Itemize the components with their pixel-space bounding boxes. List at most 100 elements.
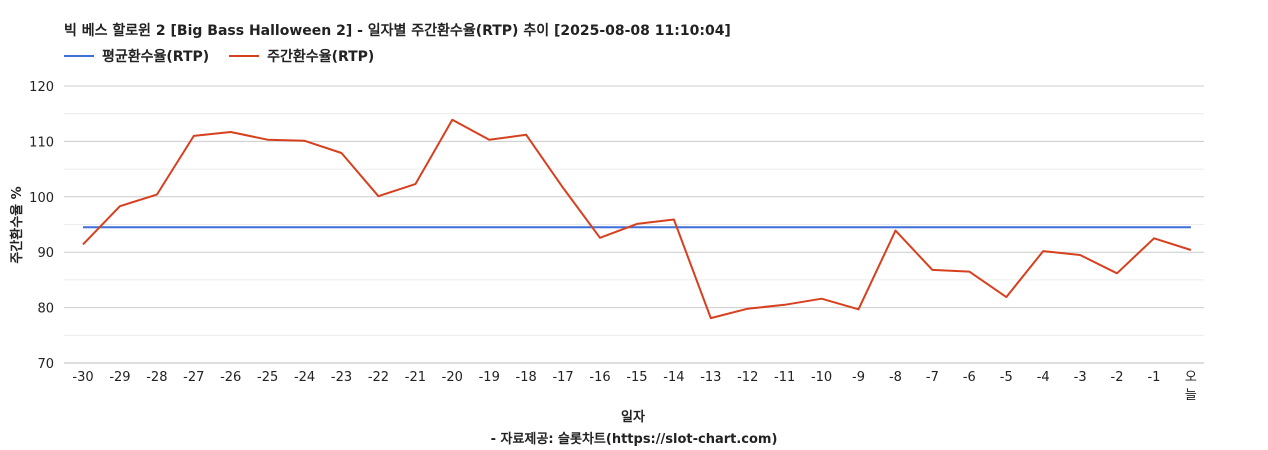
data-point-average[interactable] xyxy=(1037,221,1049,233)
data-point-average[interactable] xyxy=(853,221,865,233)
data-point-average[interactable] xyxy=(742,221,754,233)
data-point-weekly[interactable] xyxy=(336,147,348,159)
data-point-weekly[interactable] xyxy=(1000,291,1012,303)
y-tick-label: 120 xyxy=(29,80,54,95)
x-tick-label: -28 xyxy=(146,370,167,385)
x-tick-label: -22 xyxy=(368,370,389,385)
data-point-weekly[interactable] xyxy=(114,200,126,212)
x-tick-label: -17 xyxy=(552,370,573,385)
data-point-average[interactable] xyxy=(963,221,975,233)
data-point-average[interactable] xyxy=(299,221,311,233)
data-point-average[interactable] xyxy=(225,221,237,233)
series-line-weekly-rtp[interactable] xyxy=(82,118,1192,320)
y-tick-label: 110 xyxy=(29,135,54,150)
x-tick-label: -27 xyxy=(183,370,204,385)
legend-swatch-weekly xyxy=(229,55,260,57)
data-point-average[interactable] xyxy=(114,221,126,233)
data-point-weekly[interactable] xyxy=(1037,245,1049,257)
data-point-average[interactable] xyxy=(446,221,458,233)
data-point-weekly[interactable] xyxy=(816,293,828,305)
data-point-weekly[interactable] xyxy=(668,214,680,226)
x-tick-labels: -30 -29 -28 -27 -26 -25 -24 -23 -22 -21 -20 -19 -18-… xyxy=(72,370,1197,403)
data-point-weekly[interactable] xyxy=(779,299,791,311)
data-point-weekly[interactable] xyxy=(262,134,274,146)
x-tick-label: -14 xyxy=(663,370,684,385)
x-tick-label: -19 xyxy=(479,370,500,385)
x-tick-label: -11 xyxy=(774,370,795,385)
data-point-average[interactable] xyxy=(262,221,274,233)
data-point-average[interactable] xyxy=(336,221,348,233)
data-point-weekly[interactable] xyxy=(889,225,901,237)
data-point-weekly[interactable] xyxy=(409,178,421,190)
y-tick-label: 80 xyxy=(37,302,54,317)
x-tick-label: -5 xyxy=(1000,370,1013,385)
legend: 평균환수율(RTP) 주간환수율(RTP) xyxy=(64,46,374,66)
data-point-average[interactable] xyxy=(151,221,163,233)
x-tick-label: -24 xyxy=(294,370,315,385)
data-point-average[interactable] xyxy=(77,221,89,233)
data-point-average[interactable] xyxy=(520,221,532,233)
data-point-weekly[interactable] xyxy=(594,232,606,244)
x-tick-label: -4 xyxy=(1037,370,1050,385)
legend-item-weekly[interactable]: 주간환수율(RTP) xyxy=(229,46,374,66)
data-point-weekly[interactable] xyxy=(557,182,569,194)
x-tick-label: -30 xyxy=(72,370,93,385)
source-caption: - 자료제공: 슬롯차트(https://slot-chart.com) xyxy=(490,432,778,447)
x-tick-label: -16 xyxy=(589,370,610,385)
data-point-weekly[interactable] xyxy=(1185,244,1197,256)
data-point-average[interactable] xyxy=(1148,221,1160,233)
legend-label-average: 평균환수율(RTP) xyxy=(102,49,210,65)
y-tick-labels: 70 80 90 100 110 120 xyxy=(29,80,54,372)
x-axis-title: 일자 xyxy=(621,410,645,425)
legend-item-average[interactable]: 평균환수율(RTP) xyxy=(64,46,209,66)
data-point-average[interactable] xyxy=(372,221,384,233)
data-point-weekly[interactable] xyxy=(963,266,975,278)
legend-swatch-average xyxy=(64,55,94,57)
data-point-weekly[interactable] xyxy=(299,135,311,147)
y-tick-label: 100 xyxy=(29,191,54,206)
x-tick-label: -3 xyxy=(1074,370,1087,385)
x-tick-label: -12 xyxy=(737,370,758,385)
x-tick-label: -1 xyxy=(1147,370,1160,385)
data-point-weekly[interactable] xyxy=(77,238,89,250)
data-point-weekly[interactable] xyxy=(483,134,495,146)
series-lines xyxy=(77,114,1197,324)
data-point-weekly[interactable] xyxy=(446,114,458,126)
data-point-average[interactable] xyxy=(779,221,791,233)
data-point-average[interactable] xyxy=(1000,221,1012,233)
data-point-average[interactable] xyxy=(1185,221,1197,233)
data-point-average[interactable] xyxy=(188,221,200,233)
data-point-average[interactable] xyxy=(1111,221,1123,233)
x-tick-label: -7 xyxy=(926,370,939,385)
data-point-average[interactable] xyxy=(483,221,495,233)
x-tick-label: -15 xyxy=(626,370,647,385)
x-tick-label: -26 xyxy=(220,370,241,385)
x-tick-label: -21 xyxy=(405,370,426,385)
data-point-average[interactable] xyxy=(1074,221,1086,233)
data-point-weekly[interactable] xyxy=(151,189,163,201)
data-point-weekly[interactable] xyxy=(742,303,754,315)
data-point-average[interactable] xyxy=(409,221,421,233)
data-point-average[interactable] xyxy=(705,221,717,233)
x-tick-label: -20 xyxy=(442,370,463,385)
data-point-weekly[interactable] xyxy=(1111,267,1123,279)
data-point-average[interactable] xyxy=(816,221,828,233)
y-tick-label: 90 xyxy=(37,246,54,261)
x-tick-label: -25 xyxy=(257,370,278,385)
data-point-weekly[interactable] xyxy=(926,264,938,276)
data-point-weekly[interactable] xyxy=(853,303,865,315)
legend-label-weekly: 주간환수율(RTP) xyxy=(267,49,375,65)
data-point-weekly[interactable] xyxy=(1074,249,1086,261)
x-tick-label: -2 xyxy=(1111,370,1124,385)
data-point-weekly[interactable] xyxy=(225,126,237,138)
data-point-weekly[interactable] xyxy=(520,129,532,141)
data-point-weekly[interactable] xyxy=(631,218,643,230)
data-point-average[interactable] xyxy=(926,221,938,233)
data-point-weekly[interactable] xyxy=(705,312,717,324)
data-point-weekly[interactable] xyxy=(1148,232,1160,244)
data-point-weekly[interactable] xyxy=(188,130,200,142)
chart-title: 빅 베스 할로윈 2 [Big Bass Halloween 2] - 일자별 … xyxy=(64,23,731,39)
data-point-average[interactable] xyxy=(557,221,569,233)
data-point-weekly[interactable] xyxy=(372,190,384,202)
